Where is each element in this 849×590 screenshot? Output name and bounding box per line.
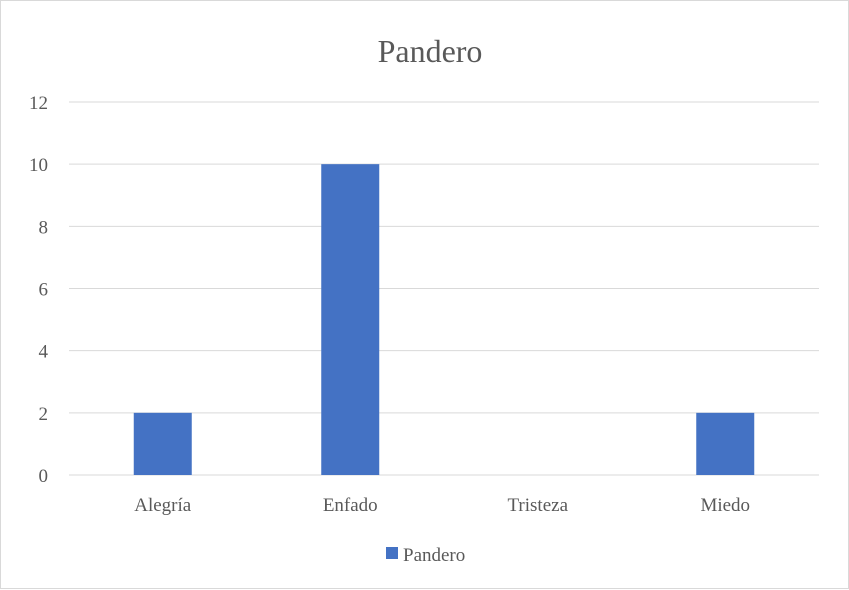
bars bbox=[133, 164, 755, 475]
legend-label: Pandero bbox=[403, 545, 465, 566]
chart-title: Pandero bbox=[378, 33, 483, 69]
y-tick-label: 0 bbox=[39, 466, 49, 487]
bar-alegría bbox=[133, 412, 192, 475]
y-tick-label: 4 bbox=[39, 342, 49, 363]
legend-swatch bbox=[386, 547, 398, 559]
x-axis-ticks: Alegría Enfado Tristeza Miedo bbox=[134, 495, 750, 516]
x-tick-label: Tristeza bbox=[507, 495, 568, 516]
y-tick-label: 6 bbox=[39, 280, 49, 301]
y-tick-label: 8 bbox=[39, 217, 49, 238]
x-tick-label: Alegría bbox=[134, 495, 192, 516]
y-tick-label: 10 bbox=[29, 155, 48, 176]
bar-miedo bbox=[696, 412, 755, 475]
gridlines bbox=[69, 101, 819, 476]
x-tick-label: Miedo bbox=[700, 495, 750, 516]
bar-enfado bbox=[321, 164, 380, 475]
x-tick-label: Enfado bbox=[323, 495, 378, 516]
y-tick-label: 12 bbox=[29, 93, 48, 114]
legend: Pandero bbox=[386, 545, 465, 566]
y-axis-ticks: 0 2 4 6 8 10 12 bbox=[29, 93, 49, 487]
y-tick-label: 2 bbox=[39, 404, 49, 425]
